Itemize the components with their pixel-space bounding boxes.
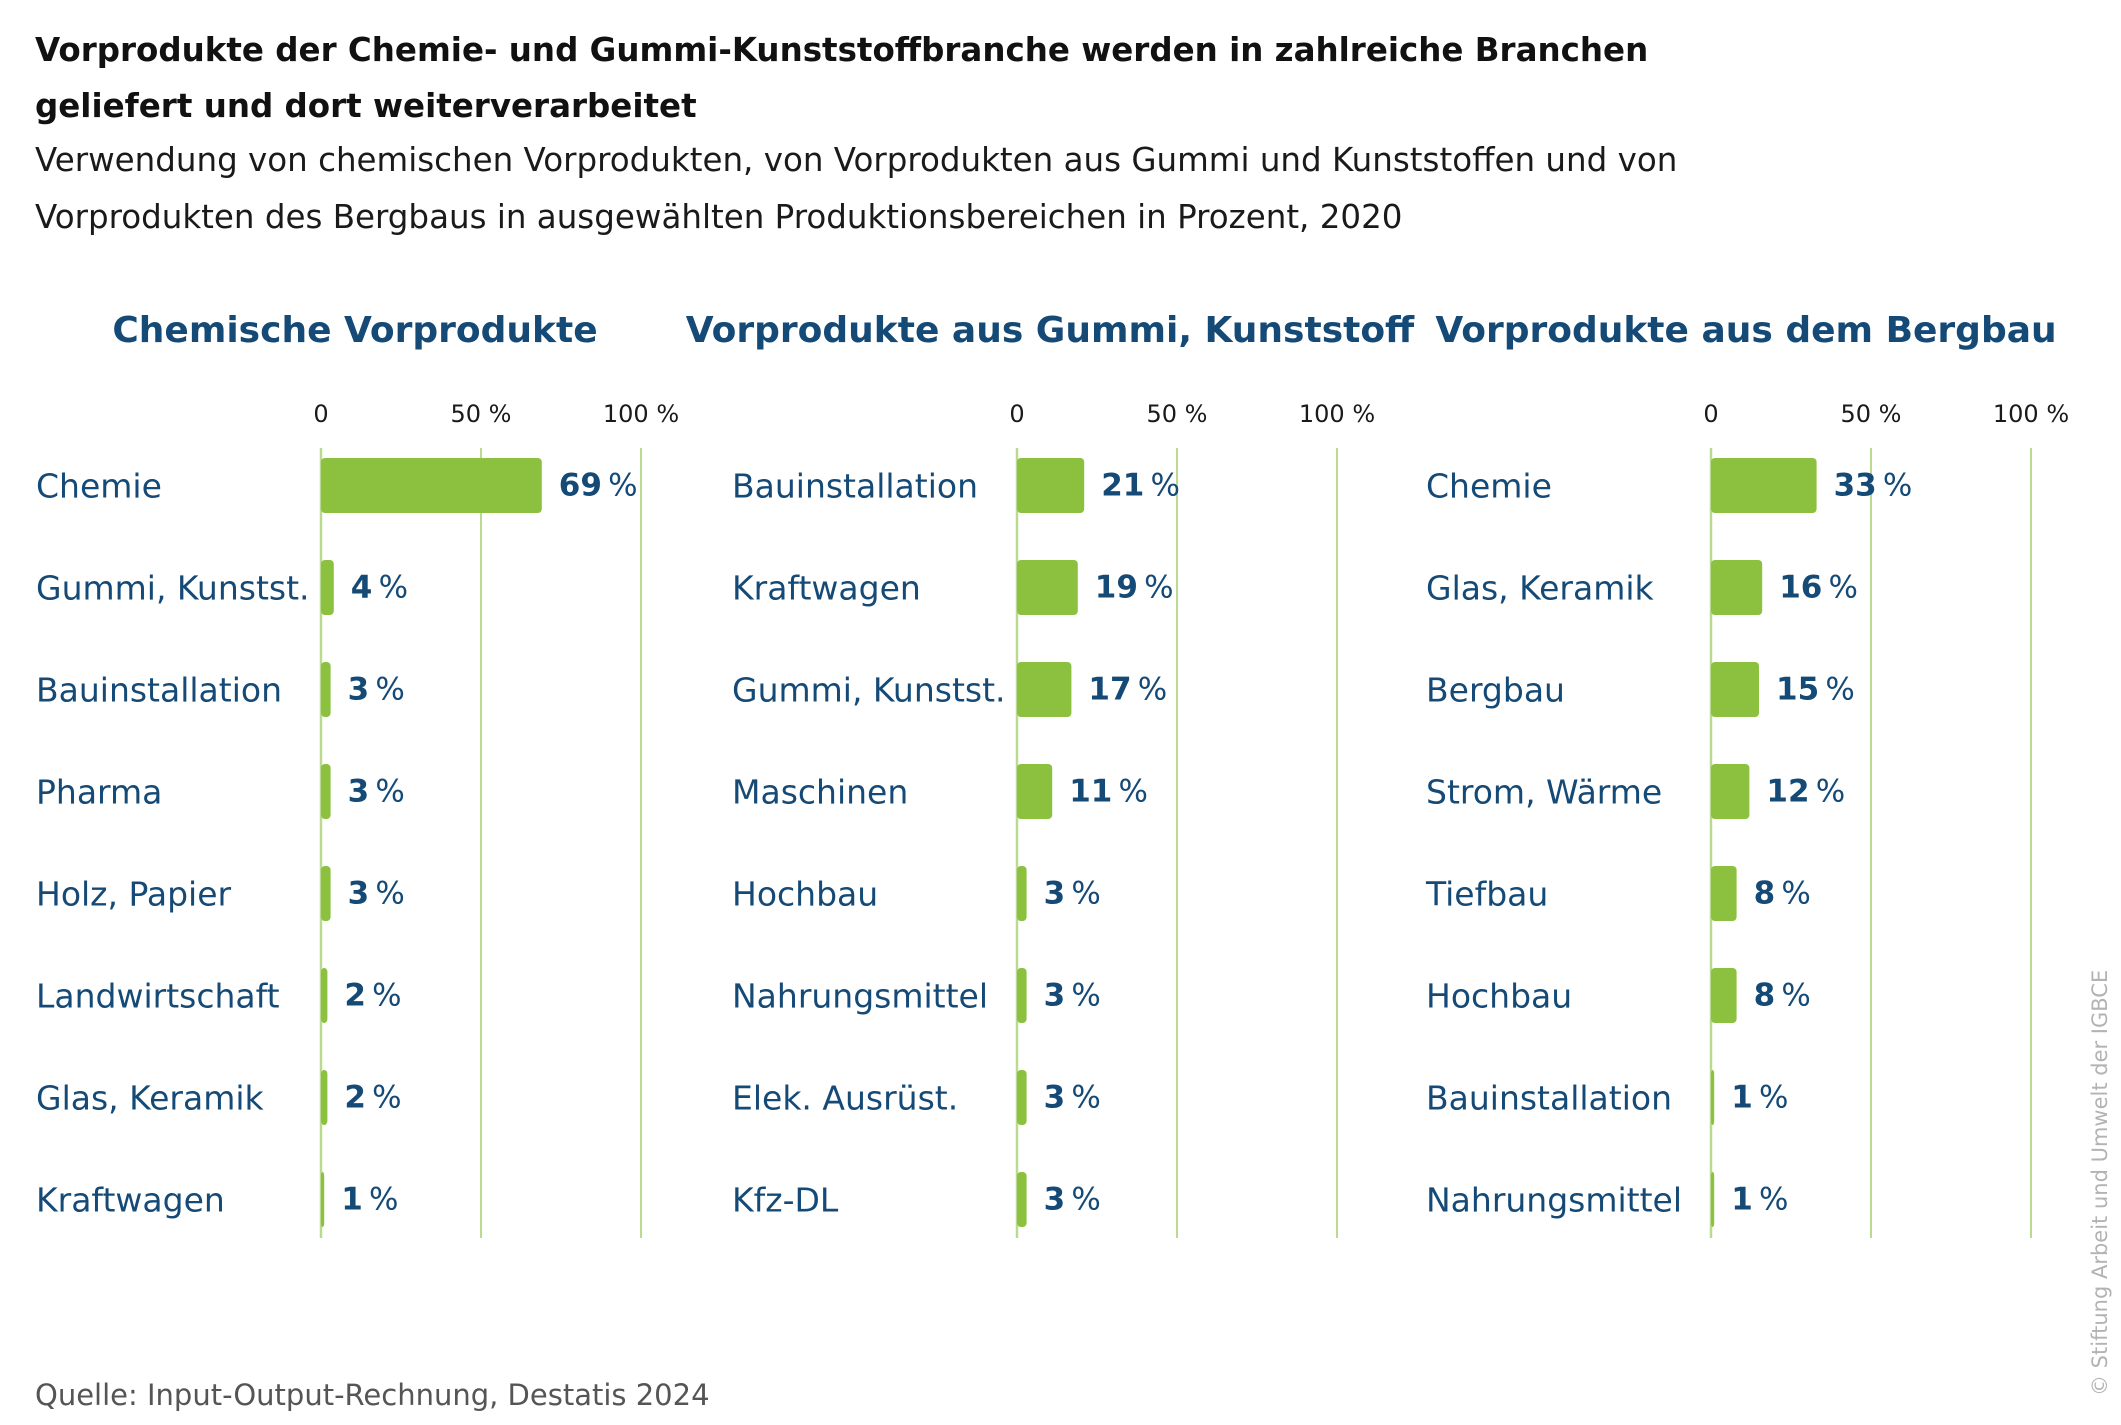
tick-label: 100 % [1993,400,2069,428]
bar [321,458,542,513]
chart-subtitle: Verwendung von chemischen Vorprodukten, … [35,141,1678,236]
tick-label: 50 % [1841,400,1902,428]
bar [321,662,331,717]
bar [1017,866,1027,921]
value-label: 8 % [1754,978,1811,1014]
value-label: 3 % [1044,1080,1101,1116]
bar [1017,764,1053,819]
category-label: Bauinstallation [1426,1079,1672,1118]
value-label: 3 % [348,774,405,810]
value-label: 21 % [1101,468,1180,504]
category-label: Glas, Keramik [36,1079,265,1118]
value-label: 1 % [341,1182,398,1218]
panel-title: Vorprodukte aus dem Bergbau [1435,310,2056,351]
bar [1711,968,1737,1023]
value-label: 15 % [1776,672,1855,708]
category-label: Tiefbau [1425,875,1548,914]
bar [1017,1070,1027,1125]
value-label: 3 % [1044,876,1101,912]
value-label: 2 % [344,978,401,1014]
value-label: 11 % [1069,774,1148,810]
value-label: 4 % [351,570,408,606]
bar [1017,968,1027,1023]
bar [321,764,331,819]
bar [321,560,334,615]
copyright-credit: © Stiftung Arbeit und Umwelt der IGBCE [2088,969,2112,1396]
category-label: Bauinstallation [36,671,282,710]
chart-panel-2: Vorprodukte aus Gummi, Kunststoff 0 50 % 10… [686,310,1415,1238]
value-label: 33 % [1834,468,1913,504]
category-label: Elek. Ausrüst. [732,1079,958,1118]
bar [1711,560,1763,615]
value-label: 17 % [1088,672,1167,708]
category-label: Glas, Keramik [1426,569,1655,608]
category-label: Hochbau [1426,977,1572,1016]
category-label: Strom, Wärme [1426,773,1662,812]
tick-label: 50 % [1147,400,1208,428]
value-label: 12 % [1766,774,1845,810]
tick-label: 0 [313,400,328,428]
category-label: Maschinen [732,773,908,812]
value-label: 1 % [1731,1182,1788,1218]
bar [1711,662,1759,717]
bar [321,968,328,1023]
category-label: Kfz-DL [732,1181,839,1220]
bar [321,1172,325,1227]
bar [1711,458,1817,513]
tick-label: 50 % [451,400,512,428]
bar [321,1070,328,1125]
bar [1017,662,1072,717]
bar [1711,1172,1715,1227]
category-label: Gummi, Kunstst. [732,671,1006,710]
bar [1017,1172,1027,1227]
category-label: Hochbau [732,875,878,914]
value-label: 3 % [1044,1182,1101,1218]
category-label: Landwirtschaft [36,977,280,1016]
category-label: Nahrungsmittel [1426,1181,1682,1220]
category-label: Kraftwagen [36,1181,225,1220]
bar [321,866,331,921]
value-label: 2 % [344,1080,401,1116]
value-label: 69 % [559,468,638,504]
category-label: Gummi, Kunstst. [36,569,310,608]
bar [1017,458,1085,513]
chart-panel-3: Vorprodukte aus dem Bergbau 0 50 % 100 % Che… [1425,310,2069,1238]
tick-label: 0 [1009,400,1024,428]
bar [1711,866,1737,921]
value-label: 1 % [1731,1080,1788,1116]
category-label: Nahrungsmittel [732,977,988,1016]
value-label: 8 % [1754,876,1811,912]
value-label: 3 % [348,672,405,708]
source-note: Quelle: Input-Output-Rechnung, Destatis … [35,1378,710,1412]
tick-label: 100 % [603,400,679,428]
chart-title: Vorprodukte der Chemie- und Gummi-Kunsts… [35,31,1649,125]
category-label: Pharma [36,773,162,812]
category-label: Holz, Papier [36,875,232,914]
chart-panel-1: Chemische Vorprodukte 0 50 % 100 % Chemie 69 … [36,310,679,1238]
value-label: 3 % [1044,978,1101,1014]
category-label: Bergbau [1426,671,1565,710]
panel-title: Vorprodukte aus Gummi, Kunststoff [686,310,1415,351]
bar [1711,764,1750,819]
value-label: 19 % [1095,570,1174,606]
tick-label: 0 [1703,400,1718,428]
category-label: Chemie [36,467,162,506]
category-label: Bauinstallation [732,467,978,506]
bar [1711,1070,1715,1125]
panel-title: Chemische Vorprodukte [112,310,597,351]
tick-label: 100 % [1299,400,1375,428]
value-label: 3 % [348,876,405,912]
bar [1017,560,1078,615]
category-label: Chemie [1426,467,1552,506]
category-label: Kraftwagen [732,569,921,608]
value-label: 16 % [1779,570,1858,606]
